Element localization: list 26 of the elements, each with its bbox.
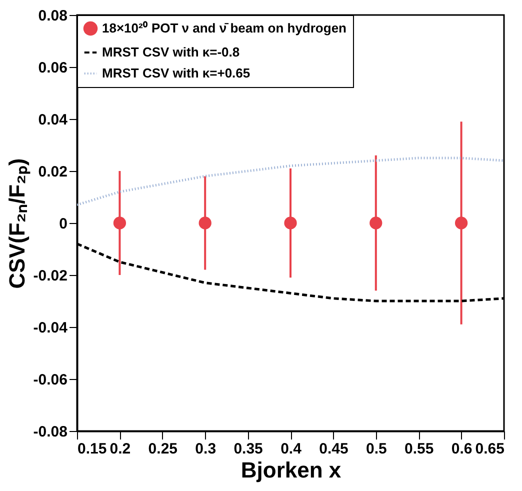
x-tick-label: 0.15: [78, 440, 107, 458]
y-tick-label: -0.06: [33, 372, 68, 388]
legend-label: MRST CSV with κ=-0.8: [102, 44, 240, 60]
y-tick-label: 0.08: [38, 8, 68, 24]
x-axis-title: Bjorken x: [240, 458, 342, 482]
line-series: [77, 156, 504, 206]
x-tick-label: 0.3: [195, 440, 216, 458]
y-axis-title: CSV(F₂ₙ/F₂ₚ): [4, 158, 30, 289]
y-tick-label: -0.02: [33, 268, 68, 284]
x-tick-label: 0.65: [475, 440, 504, 458]
x-tick-label: 0.5: [366, 440, 387, 458]
y-tick-label: 0.06: [38, 60, 68, 76]
y-tick-label: 0: [59, 216, 68, 232]
x-tick-label: 0.6: [451, 440, 472, 458]
x-tick-label: 0.55: [404, 440, 434, 458]
x-tick-label: 0.25: [148, 440, 178, 458]
x-tick-label: 0.35: [234, 440, 263, 458]
legend-label: MRST CSV with κ=+0.65: [102, 66, 250, 80]
x-tick-label: 0.2: [110, 440, 131, 458]
x-tick-label: 0.4: [280, 440, 302, 458]
y-tick-label: 0.04: [38, 112, 68, 128]
x-tick-label: 0.45: [319, 440, 348, 458]
y-tick-label: -0.08: [33, 424, 68, 440]
y-tick-label: -0.04: [33, 320, 68, 336]
legend-label: 18×10²⁰ POT ν and ν̄ beam on hydrogen: [102, 20, 347, 36]
y-tick-label: 0.02: [38, 164, 68, 180]
